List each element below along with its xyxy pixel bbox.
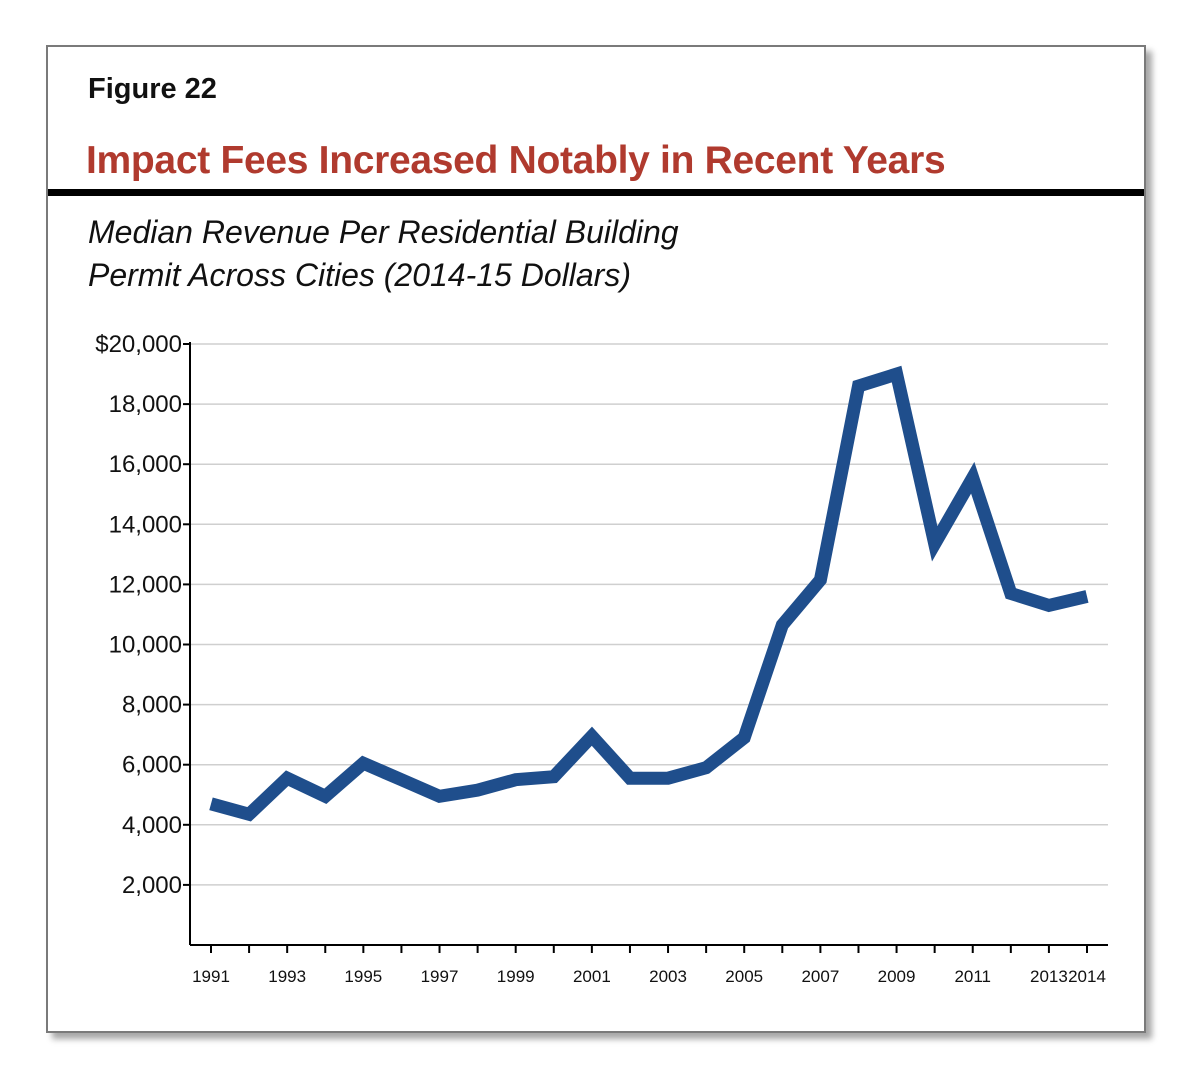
- y-tick-label: 18,000: [109, 391, 182, 418]
- y-tick-label: 14,000: [109, 511, 182, 538]
- x-tick-label: 2001: [573, 967, 611, 986]
- x-tick-label: 2013: [1030, 967, 1068, 986]
- x-tick-label: 1995: [344, 967, 382, 986]
- y-tick-label: 6,000: [122, 752, 182, 779]
- chart-subtitle: Median Revenue Per Residential Building …: [88, 211, 848, 297]
- title-divider: [48, 189, 1144, 196]
- x-tick-label: 2014: [1068, 967, 1106, 986]
- subtitle-line-1: Median Revenue Per Residential Building: [88, 214, 679, 250]
- x-tick-labels: 1991 1993 1995 1997 1999 2001 2003 2005 2007 2009…: [192, 967, 1106, 986]
- x-tick-label: 2005: [725, 967, 763, 986]
- y-tick-label: 2,000: [122, 872, 182, 899]
- axes: [183, 342, 1108, 953]
- series-line: [209, 365, 1089, 822]
- y-tick-label: 10,000: [109, 632, 182, 659]
- series: [209, 365, 1089, 822]
- x-tick-label: 2007: [801, 967, 839, 986]
- subtitle-line-2: Permit Across Cities (2014-15 Dollars): [88, 257, 631, 293]
- figure-label: Figure 22: [88, 73, 217, 105]
- x-tick-label: 1993: [268, 967, 306, 986]
- y-tick-label: 12,000: [109, 571, 182, 598]
- y-tick-label: 4,000: [122, 812, 182, 839]
- y-tick-label: 16,000: [109, 451, 182, 478]
- y-tick-label: 8,000: [122, 692, 182, 719]
- x-tick-label: 2009: [878, 967, 916, 986]
- x-tick-label: 1991: [192, 967, 230, 986]
- gridlines: [190, 343, 1108, 886]
- y-tick-label: $20,000: [95, 331, 182, 358]
- figure-panel: Figure 22 Impact Fees Increased Notably …: [46, 45, 1146, 1033]
- x-tick-label: 1999: [497, 967, 535, 986]
- y-tick-labels: 2,000 4,000 6,000 8,000 10,000 12,000 14,000 16…: [95, 331, 182, 899]
- figure-title: Impact Fees Increased Notably in Recent …: [86, 139, 946, 182]
- x-tick-label: 2011: [954, 967, 991, 986]
- x-tick-label: 1997: [421, 967, 459, 986]
- x-tick-label: 2003: [649, 967, 687, 986]
